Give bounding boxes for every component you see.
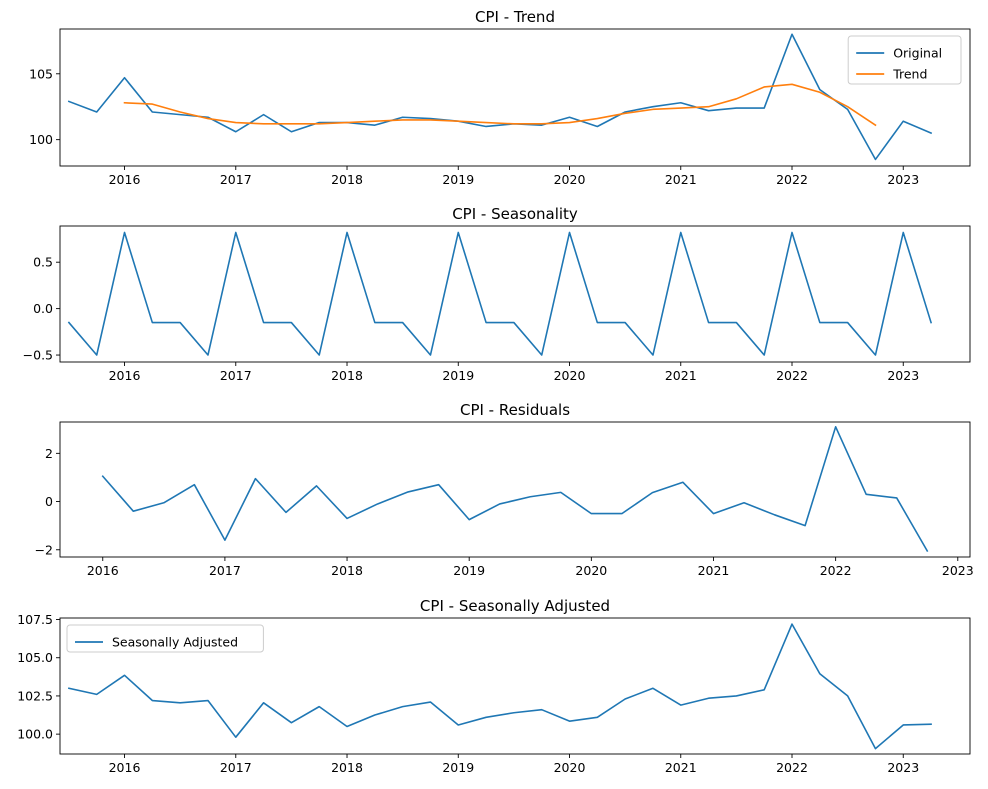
legend-box — [847, 35, 962, 85]
x-tick-label: 2021 — [665, 172, 697, 187]
x-tick-label: 2017 — [220, 760, 252, 775]
series-line-1 — [101, 426, 929, 553]
legend-label: Original — [893, 46, 942, 61]
x-tick-label: 2023 — [887, 760, 919, 775]
x-tick-label: 2019 — [442, 760, 474, 775]
y-tick-label: −2 — [35, 542, 53, 557]
x-tick-label: 2021 — [665, 760, 697, 775]
x-tick-label: 2018 — [331, 368, 363, 383]
x-tick-label: 2023 — [942, 563, 974, 578]
y-tick-label: 107.5 — [17, 612, 53, 627]
series-line-original — [67, 33, 933, 161]
x-tick-label: 2022 — [776, 760, 808, 775]
chart-title: CPI - Residuals — [460, 401, 570, 419]
x-tick-label: 2019 — [453, 563, 485, 578]
x-tick-label: 2021 — [698, 563, 730, 578]
x-tick-label: 2016 — [87, 563, 119, 578]
subplot-4: CPI - Seasonally Adjusted 2016 2017 2018 201… — [17, 597, 971, 775]
x-tick-label: 2022 — [776, 172, 808, 187]
legend-label: Trend — [892, 67, 927, 82]
chart-title: CPI - Trend — [475, 8, 555, 26]
y-tick-label: −0.5 — [23, 348, 53, 363]
chart-title: CPI - Seasonality — [452, 205, 578, 223]
y-tick-label: 0.5 — [33, 255, 53, 270]
subplot-3: CPI - Residuals 2016 2017 2018 2019 2020 2021 2… — [35, 401, 974, 578]
y-tick-label: 105.0 — [17, 650, 53, 665]
x-tick-label: 2016 — [109, 368, 141, 383]
chart-title: CPI - Seasonally Adjusted — [420, 597, 610, 615]
x-tick-label: 2020 — [575, 563, 607, 578]
x-tick-label: 2022 — [820, 563, 852, 578]
x-tick-label: 2016 — [109, 760, 141, 775]
y-tick-label: 0.0 — [33, 301, 53, 316]
y-tick-label: 100.0 — [17, 727, 53, 742]
axes-frame — [59, 225, 971, 363]
x-tick-label: 2022 — [776, 368, 808, 383]
x-tick-label: 2018 — [331, 172, 363, 187]
subplot-1: CPI - Trend 2016 2017 2018 2019 2020 2021 2022 2… — [29, 8, 971, 187]
series-line-seasonally-adjusted — [67, 623, 932, 750]
x-tick-label: 2017 — [220, 172, 252, 187]
x-tick-label: 2016 — [109, 172, 141, 187]
legend-label: Seasonally Adjusted — [112, 635, 238, 650]
y-tick-label: 105 — [29, 66, 53, 81]
y-tick-label: 2 — [45, 446, 53, 461]
x-tick-label: 2018 — [331, 760, 363, 775]
series-line-trend — [123, 83, 877, 127]
x-tick-label: 2020 — [554, 368, 586, 383]
axes-frame — [59, 421, 971, 558]
x-tick-label: 2023 — [887, 368, 919, 383]
y-tick-label: 102.5 — [17, 688, 53, 703]
y-tick-label: 100 — [29, 132, 53, 147]
series-line-1 — [67, 231, 933, 356]
x-tick-label: 2023 — [887, 172, 919, 187]
x-tick-label: 2020 — [554, 172, 586, 187]
x-tick-label: 2017 — [209, 563, 241, 578]
x-tick-label: 2017 — [220, 368, 252, 383]
x-tick-label: 2020 — [554, 760, 586, 775]
subplot-2: CPI - Seasonality 2016 2017 2018 2019 2020 202… — [23, 205, 971, 383]
y-tick-label: 0 — [45, 494, 53, 509]
legend: Original Trend — [847, 35, 962, 85]
x-tick-label: 2018 — [331, 563, 363, 578]
x-tick-label: 2021 — [665, 368, 697, 383]
axes-frame — [59, 617, 971, 755]
legend: Seasonally Adjusted — [66, 624, 264, 653]
x-tick-label: 2019 — [442, 368, 474, 383]
axes-frame — [59, 28, 971, 167]
legend-box — [66, 624, 264, 653]
x-tick-label: 2019 — [442, 172, 474, 187]
